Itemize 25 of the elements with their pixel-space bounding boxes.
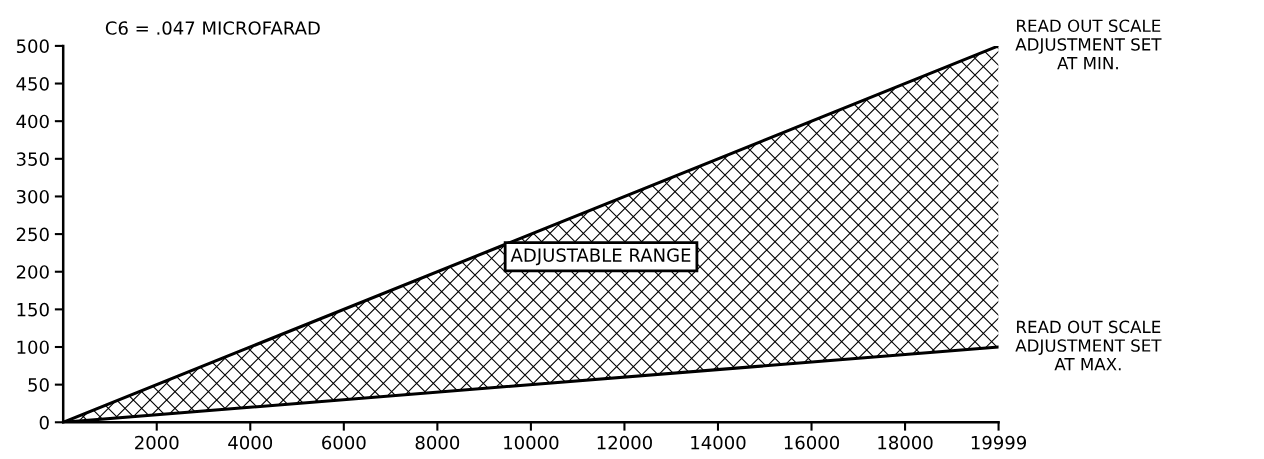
y-tick-label: 350 [16,152,49,166]
annotation: READ OUT SCALE ADJUSTMENT SET AT MAX. [1015,320,1162,371]
x-tick-label: 2000 [135,435,179,450]
y-tick-label: 500 [16,39,49,54]
y-tick-label: 100 [17,340,49,355]
y-tick-label: 450 [16,77,49,91]
x-tick-label: 8000 [415,435,460,450]
x-tick-label: 14000 [691,435,746,450]
x-tick-label: 12000 [597,435,652,450]
annotation: ADJUSTABLE RANGE [510,248,691,266]
x-tick-label: 6000 [322,435,366,450]
y-tick-label: 0 [39,415,49,430]
annotation: READ OUT SCALE ADJUSTMENT SET AT MIN. [1015,19,1162,70]
y-tick-label: 250 [16,227,49,242]
y-tick-label: 150 [17,302,49,317]
y-tick-label: 300 [16,189,49,204]
y-tick-label: 200 [16,265,49,279]
y-tick-label: 50 [28,378,49,392]
text: C6 = .047 MICROFARAD [105,21,320,35]
x-tick-label: 18000 [878,435,933,450]
x-tick-label: 19999 [971,435,1027,450]
y-tick-label: 400 [16,114,49,129]
x-tick-label: 16000 [784,435,840,450]
x-tick-label: 4000 [228,435,273,450]
x-tick-label: 10000 [504,435,559,450]
